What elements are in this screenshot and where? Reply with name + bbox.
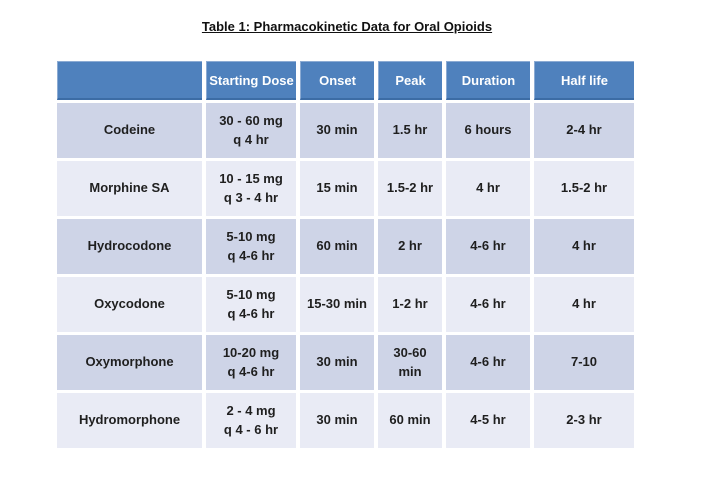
cell-onset: 30 min — [300, 335, 374, 390]
cell-drug-name: Oxycodone — [57, 277, 202, 332]
row-oxymorphone: Oxymorphone 10-20 mg q 4-6 hr 30 min 30-… — [57, 335, 634, 390]
column-header-half-life: Half life — [534, 61, 634, 100]
cell-starting-dose: 5-10 mg q 4-6 hr — [206, 277, 296, 332]
cell-half-life: 7-10 — [534, 335, 634, 390]
cell-onset: 30 min — [300, 393, 374, 448]
column-header-starting-dose: Starting Dose — [206, 61, 296, 100]
cell-peak: 30-60 min — [378, 335, 442, 390]
cell-duration: 4-6 hr — [446, 219, 530, 274]
cell-half-life: 2-3 hr — [534, 393, 634, 448]
row-hydromorphone: Hydromorphone 2 - 4 mg q 4 - 6 hr 30 min… — [57, 393, 634, 448]
cell-peak: 60 min — [378, 393, 442, 448]
cell-drug-name: Codeine — [57, 103, 202, 158]
cell-half-life: 4 hr — [534, 277, 634, 332]
column-header-duration: Duration — [446, 61, 530, 100]
cell-peak: 1.5 hr — [378, 103, 442, 158]
cell-duration: 4-6 hr — [446, 335, 530, 390]
cell-starting-dose: 10-20 mg q 4-6 hr — [206, 335, 296, 390]
cell-duration: 4 hr — [446, 161, 530, 216]
cell-starting-dose: 30 - 60 mg q 4 hr — [206, 103, 296, 158]
cell-onset: 15 min — [300, 161, 374, 216]
column-header-peak: Peak — [378, 61, 442, 100]
cell-peak: 1.5-2 hr — [378, 161, 442, 216]
cell-drug-name: Hydromorphone — [57, 393, 202, 448]
cell-peak: 2 hr — [378, 219, 442, 274]
document-content: Table 1: Pharmacokinetic Data for Oral O… — [53, 0, 641, 451]
row-morphine-sa: Morphine SA 10 - 15 mg q 3 - 4 hr 15 min… — [57, 161, 634, 216]
pharmacokinetics-table: Starting Dose Onset Peak Duration Half l… — [53, 58, 638, 451]
cell-onset: 15-30 min — [300, 277, 374, 332]
cell-starting-dose: 2 - 4 mg q 4 - 6 hr — [206, 393, 296, 448]
column-header-drug — [57, 61, 202, 100]
column-header-onset: Onset — [300, 61, 374, 100]
cell-duration: 4-6 hr — [446, 277, 530, 332]
row-codeine: Codeine 30 - 60 mg q 4 hr 30 min 1.5 hr … — [57, 103, 634, 158]
cell-half-life: 4 hr — [534, 219, 634, 274]
cell-drug-name: Hydrocodone — [57, 219, 202, 274]
row-oxycodone: Oxycodone 5-10 mg q 4-6 hr 15-30 min 1-2… — [57, 277, 634, 332]
cell-half-life: 2-4 hr — [534, 103, 634, 158]
row-hydrocodone: Hydrocodone 5-10 mg q 4-6 hr 60 min 2 hr… — [57, 219, 634, 274]
cell-drug-name: Oxymorphone — [57, 335, 202, 390]
cell-duration: 4-5 hr — [446, 393, 530, 448]
table-header: Starting Dose Onset Peak Duration Half l… — [57, 61, 634, 100]
cell-starting-dose: 5-10 mg q 4-6 hr — [206, 219, 296, 274]
cell-starting-dose: 10 - 15 mg q 3 - 4 hr — [206, 161, 296, 216]
cell-drug-name: Morphine SA — [57, 161, 202, 216]
cell-duration: 6 hours — [446, 103, 530, 158]
cell-onset: 30 min — [300, 103, 374, 158]
cell-peak: 1-2 hr — [378, 277, 442, 332]
cell-onset: 60 min — [300, 219, 374, 274]
table-title: Table 1: Pharmacokinetic Data for Oral O… — [201, 19, 493, 34]
table-body: Codeine 30 - 60 mg q 4 hr 30 min 1.5 hr … — [57, 103, 634, 448]
cell-half-life: 1.5-2 hr — [534, 161, 634, 216]
header-row: Starting Dose Onset Peak Duration Half l… — [57, 61, 634, 100]
